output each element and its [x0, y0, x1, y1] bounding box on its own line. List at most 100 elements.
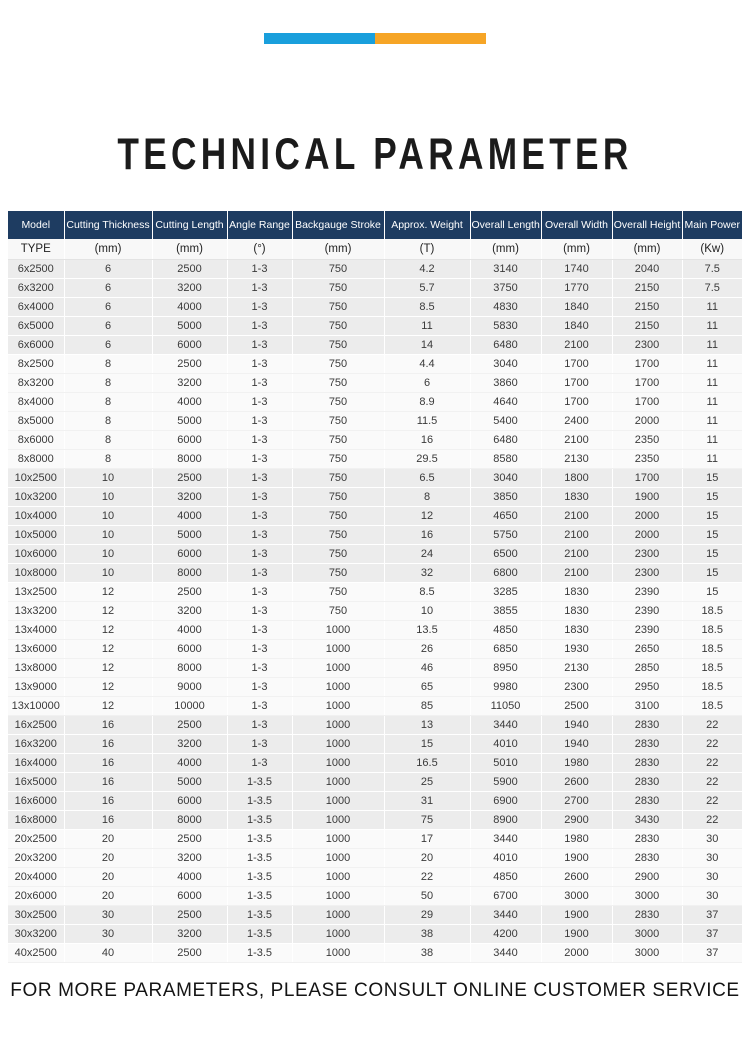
cell-main-power: 15	[682, 544, 742, 564]
cell-main-power: 22	[682, 753, 742, 773]
cell-main-power: 37	[682, 924, 742, 944]
cell-approx-weight: 38	[384, 924, 471, 944]
cell-main-power: 22	[682, 810, 742, 830]
cell-approx-weight: 16	[384, 525, 471, 545]
cell-cutting-thickness: 10	[64, 506, 153, 526]
cell-overall-length: 5830	[470, 316, 542, 336]
cell-angle-range: 1-3	[227, 753, 293, 773]
cell-model: 8x4000	[8, 392, 65, 412]
cell-cutting-length: 3200	[152, 924, 228, 944]
cell-backgauge-stroke: 1000	[292, 715, 385, 735]
cell-approx-weight: 6	[384, 373, 471, 393]
unit-overall-length: (mm)	[470, 239, 542, 260]
cell-overall-length: 4200	[470, 924, 542, 944]
cell-model: 6x2500	[8, 259, 65, 279]
table-row: 13x9000 12 9000 1-3 1000 65 9980 2300 2950 18.5	[8, 677, 742, 697]
spec-table-container: Model Cutting Thickness Cutting Length A…	[8, 211, 742, 963]
cell-overall-length: 3850	[470, 487, 542, 507]
table-row: 40x2500 40 2500 1-3.5 1000 38 3440 2000 3000 37	[8, 943, 742, 963]
cell-main-power: 30	[682, 886, 742, 906]
cell-overall-height: 2000	[612, 525, 683, 545]
cell-model: 16x2500	[8, 715, 65, 735]
cell-overall-height: 2150	[612, 297, 683, 317]
cell-main-power: 22	[682, 715, 742, 735]
cell-angle-range: 1-3	[227, 487, 293, 507]
cell-overall-height: 2830	[612, 734, 683, 754]
cell-cutting-thickness: 16	[64, 734, 153, 754]
cell-angle-range: 1-3	[227, 259, 293, 279]
cell-model: 16x8000	[8, 810, 65, 830]
cell-overall-width: 2100	[541, 525, 613, 545]
table-row: 13x6000 12 6000 1-3 1000 26 6850 1930 2650 18.5	[8, 639, 742, 659]
cell-model: 13x8000	[8, 658, 65, 678]
cell-cutting-thickness: 12	[64, 677, 153, 697]
cell-overall-length: 3440	[470, 829, 542, 849]
cell-cutting-thickness: 10	[64, 563, 153, 583]
cell-cutting-thickness: 10	[64, 544, 153, 564]
cell-overall-width: 1930	[541, 639, 613, 659]
cell-overall-length: 6500	[470, 544, 542, 564]
cell-cutting-length: 6000	[152, 886, 228, 906]
cell-approx-weight: 14	[384, 335, 471, 355]
cell-cutting-length: 2500	[152, 582, 228, 602]
cell-overall-width: 1840	[541, 297, 613, 317]
cell-overall-length: 6850	[470, 639, 542, 659]
accent-bar-orange-segment	[375, 33, 486, 44]
cell-overall-width: 1900	[541, 924, 613, 944]
cell-model: 8x8000	[8, 449, 65, 469]
column-header-overall-width: Overall Width	[541, 211, 613, 239]
cell-backgauge-stroke: 1000	[292, 696, 385, 716]
cell-model: 10x4000	[8, 506, 65, 526]
cell-angle-range: 1-3.5	[227, 924, 293, 944]
cell-cutting-length: 6000	[152, 430, 228, 450]
cell-overall-length: 5010	[470, 753, 542, 773]
cell-approx-weight: 11.5	[384, 411, 471, 431]
cell-main-power: 15	[682, 563, 742, 583]
cell-angle-range: 1-3	[227, 449, 293, 469]
cell-cutting-thickness: 12	[64, 582, 153, 602]
column-header-model: Model	[8, 211, 65, 239]
table-row: 6x2500 6 2500 1-3 750 4.2 3140 1740 2040 7.5	[8, 259, 742, 279]
cell-cutting-length: 9000	[152, 677, 228, 697]
table-row: 30x2500 30 2500 1-3.5 1000 29 3440 1900 2830 37	[8, 905, 742, 925]
cell-backgauge-stroke: 750	[292, 525, 385, 545]
cell-main-power: 7.5	[682, 259, 742, 279]
cell-overall-length: 4830	[470, 297, 542, 317]
cell-angle-range: 1-3	[227, 563, 293, 583]
cell-backgauge-stroke: 750	[292, 563, 385, 583]
cell-backgauge-stroke: 750	[292, 487, 385, 507]
cell-overall-height: 2830	[612, 753, 683, 773]
cell-angle-range: 1-3	[227, 316, 293, 336]
table-row: 8x8000 8 8000 1-3 750 29.5 8580 2130 2350 11	[8, 449, 742, 469]
cell-approx-weight: 22	[384, 867, 471, 887]
table-row: 6x5000 6 5000 1-3 750 11 5830 1840 2150 11	[8, 316, 742, 336]
cell-approx-weight: 31	[384, 791, 471, 811]
cell-overall-length: 8580	[470, 449, 542, 469]
cell-model: 13x10000	[8, 696, 65, 716]
cell-approx-weight: 65	[384, 677, 471, 697]
cell-backgauge-stroke: 1000	[292, 791, 385, 811]
cell-overall-width: 2500	[541, 696, 613, 716]
cell-overall-length: 5900	[470, 772, 542, 792]
cell-backgauge-stroke: 750	[292, 411, 385, 431]
cell-angle-range: 1-3.5	[227, 848, 293, 868]
cell-angle-range: 1-3.5	[227, 829, 293, 849]
table-row: 20x6000 20 6000 1-3.5 1000 50 6700 3000 3000 30	[8, 886, 742, 906]
cell-main-power: 37	[682, 943, 742, 963]
cell-approx-weight: 6.5	[384, 468, 471, 488]
cell-approx-weight: 24	[384, 544, 471, 564]
cell-overall-height: 2900	[612, 867, 683, 887]
cell-overall-height: 2830	[612, 905, 683, 925]
cell-overall-height: 1700	[612, 468, 683, 488]
cell-overall-height: 3100	[612, 696, 683, 716]
cell-angle-range: 1-3	[227, 430, 293, 450]
cell-overall-height: 2300	[612, 563, 683, 583]
cell-overall-width: 1700	[541, 392, 613, 412]
cell-cutting-length: 3200	[152, 601, 228, 621]
column-header-angle-range: Angle Range	[227, 211, 293, 239]
cell-cutting-thickness: 6	[64, 335, 153, 355]
cell-model: 13x2500	[8, 582, 65, 602]
cell-cutting-thickness: 20	[64, 867, 153, 887]
cell-model: 13x9000	[8, 677, 65, 697]
cell-overall-height: 1700	[612, 392, 683, 412]
